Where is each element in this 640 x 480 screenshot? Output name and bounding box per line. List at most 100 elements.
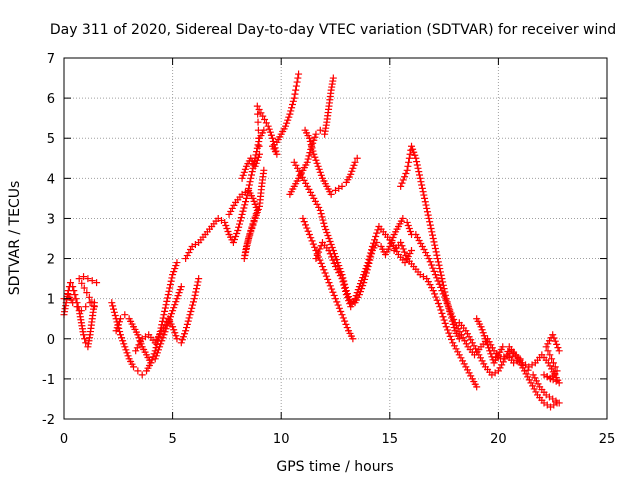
- data-point: [90, 303, 98, 311]
- data-point: [531, 374, 539, 382]
- data-point: [335, 262, 343, 270]
- data-point: [360, 271, 368, 279]
- data-point: [446, 306, 454, 314]
- data-point: [504, 347, 512, 355]
- data-point: [124, 352, 132, 360]
- y-tick-label: 7: [47, 52, 55, 67]
- data-point: [152, 352, 160, 360]
- data-point: [224, 227, 232, 235]
- data-point: [348, 167, 356, 175]
- data-point: [328, 285, 336, 293]
- axis-ticks: 0 5 10 15 20 25 -2 -1 0 1 2 3 4 5 6 7: [42, 52, 615, 447]
- data-point: [454, 325, 462, 333]
- data-point: [361, 268, 369, 276]
- data-point: [406, 150, 414, 158]
- data-point: [408, 142, 416, 150]
- data-point: [415, 171, 423, 179]
- data-point: [164, 291, 172, 299]
- data-point: [292, 86, 300, 94]
- data-point: [169, 323, 177, 331]
- data-point: [302, 179, 310, 187]
- data-point: [341, 317, 349, 325]
- data-point: [255, 150, 263, 158]
- data-point: [424, 278, 432, 286]
- data-point: [175, 289, 183, 297]
- data-point: [405, 158, 413, 166]
- data-point: [233, 229, 241, 237]
- data-point: [250, 218, 258, 226]
- data-point: [241, 201, 249, 209]
- data-point: [532, 377, 540, 385]
- data-point: [386, 243, 394, 251]
- data-point: [552, 377, 560, 385]
- data-point: [158, 327, 166, 335]
- data-point: [415, 168, 423, 176]
- data-point: [410, 148, 418, 156]
- data-point: [241, 251, 249, 259]
- data-point: [67, 279, 75, 287]
- data-point: [240, 204, 248, 212]
- data-point: [418, 243, 426, 251]
- data-point: [329, 288, 337, 296]
- data-point: [184, 317, 192, 325]
- data-point: [481, 335, 489, 343]
- data-point: [245, 235, 253, 242]
- data-point: [254, 110, 262, 118]
- data-point: [438, 275, 446, 283]
- y-tick-label: 2: [47, 253, 55, 268]
- data-point: [240, 168, 248, 176]
- data-point: [293, 78, 301, 86]
- data-point: [297, 170, 305, 178]
- data-point: [401, 259, 409, 267]
- data-point: [414, 164, 422, 172]
- data-point: [245, 181, 253, 189]
- data-point: [413, 161, 421, 169]
- data-point: [315, 203, 323, 211]
- data-point: [305, 152, 313, 160]
- data-point: [83, 289, 91, 297]
- data-point: [333, 256, 341, 264]
- data-point: [300, 218, 308, 226]
- data-point: [324, 231, 332, 239]
- data-point: [171, 329, 179, 337]
- data-point: [137, 338, 145, 346]
- data-point: [168, 274, 176, 282]
- data-point: [328, 253, 336, 261]
- data-point: [138, 371, 146, 379]
- data-point: [436, 303, 444, 311]
- data-point: [71, 291, 79, 299]
- data-point: [423, 275, 431, 283]
- data-point: [550, 334, 558, 342]
- y-tick-label: 3: [47, 212, 55, 227]
- data-point: [252, 211, 260, 219]
- data-point: [93, 279, 101, 287]
- data-point: [480, 360, 488, 368]
- data-point: [159, 324, 167, 332]
- data-point: [240, 255, 248, 263]
- data-point: [116, 315, 124, 323]
- data-point: [114, 321, 122, 329]
- data-point: [479, 329, 487, 337]
- data-point: [307, 234, 315, 242]
- data-point: [353, 154, 361, 162]
- data-point: [546, 351, 554, 359]
- data-point: [447, 309, 455, 317]
- data-point: [288, 104, 296, 112]
- data-point: [335, 269, 343, 277]
- data-point: [399, 214, 407, 222]
- data-point: [329, 74, 337, 82]
- data-point: [186, 311, 194, 319]
- data-point: [454, 348, 462, 356]
- data-point: [424, 211, 432, 219]
- data-point: [448, 312, 456, 320]
- data-point: [412, 230, 420, 238]
- chart-title: Day 311 of 2020, Sidereal Day-to-day VTE…: [50, 22, 616, 38]
- y-axis-label: SDTVAR / TECUs: [7, 181, 23, 296]
- data-point: [398, 179, 406, 187]
- data-point: [171, 301, 179, 309]
- data-point: [303, 158, 311, 166]
- data-point: [372, 232, 380, 240]
- data-point: [134, 331, 142, 339]
- data-point: [326, 282, 334, 290]
- data-point: [242, 248, 250, 256]
